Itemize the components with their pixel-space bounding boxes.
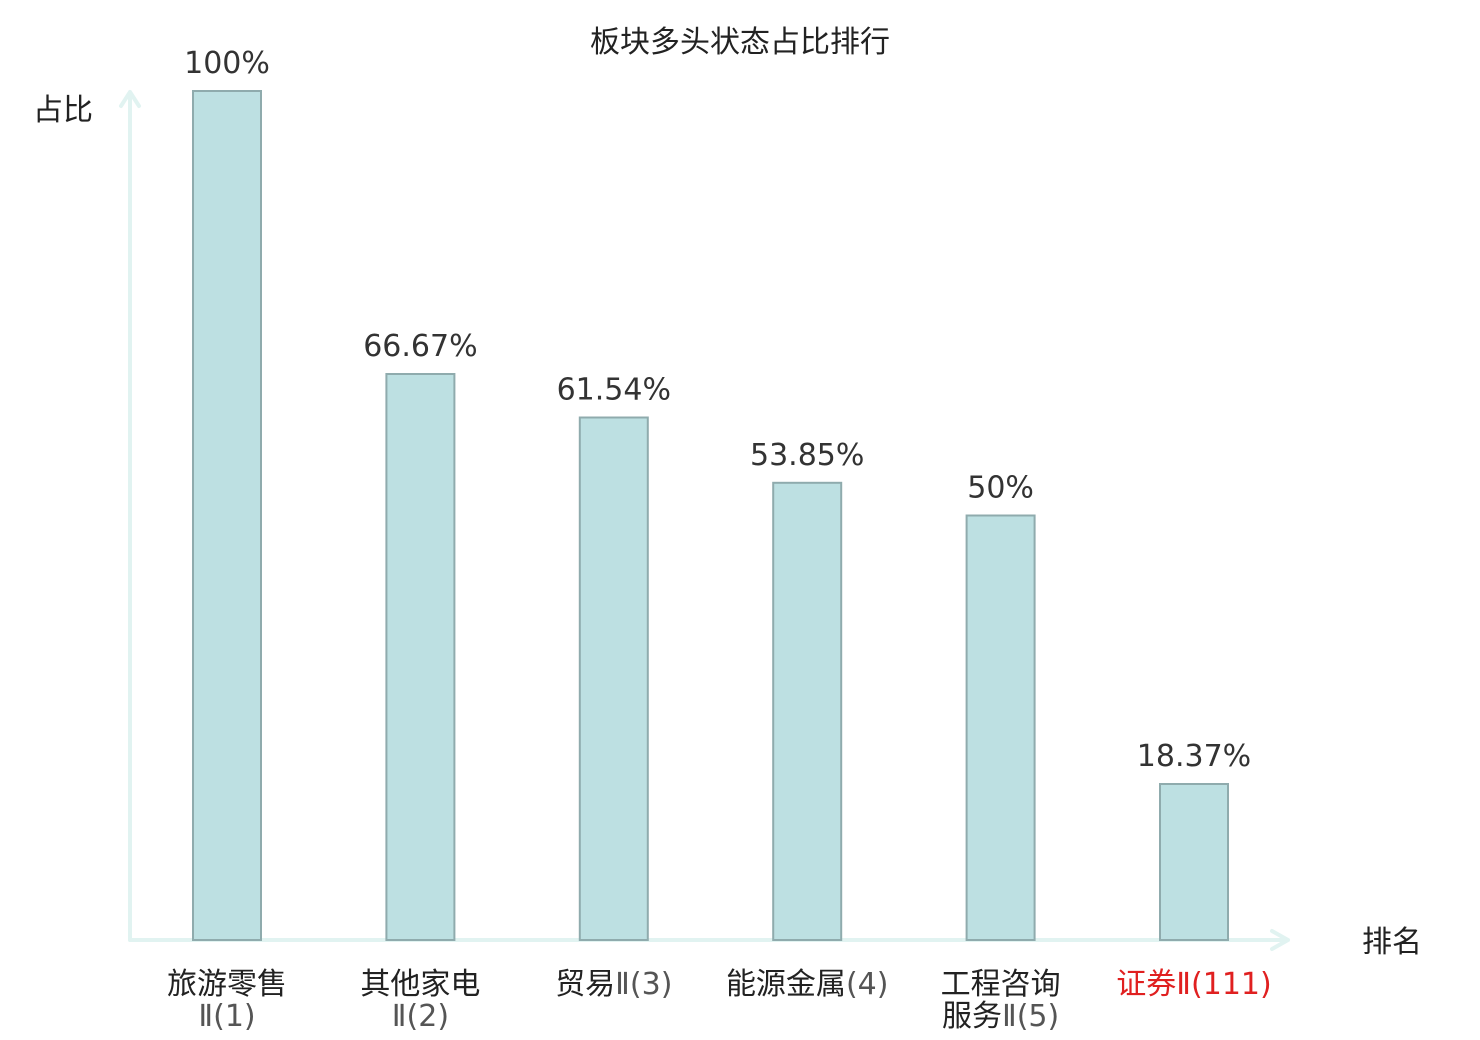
category-rank: Ⅱ(1) — [198, 999, 255, 1034]
category-name: 工程咨询 — [941, 967, 1061, 1002]
bar — [192, 90, 262, 941]
value-label: 50% — [967, 471, 1034, 506]
category-name: 旅游零售 — [167, 967, 287, 1002]
value-label: 53.85% — [750, 438, 864, 473]
x-axis-title: 排名 — [1362, 925, 1422, 960]
y-axis — [119, 90, 141, 942]
category-rank: Ⅱ(3) — [615, 967, 672, 1002]
bar — [385, 373, 456, 941]
x-axis — [128, 929, 1290, 951]
category-rank: Ⅱ(2) — [392, 999, 449, 1034]
y-axis-title: 占比 — [33, 93, 93, 128]
category-label: 贸易Ⅱ(3) — [555, 967, 672, 1002]
category-name: 证券 — [1116, 967, 1176, 1002]
category-label: 能源金属(4) — [726, 967, 889, 1002]
chart-title: 板块多头状态占比排行 — [590, 25, 890, 60]
category-rank: (4) — [846, 967, 889, 1002]
category-label: 证券Ⅱ(111) — [1116, 967, 1271, 1002]
bar — [1159, 783, 1229, 941]
value-label: 100% — [184, 46, 270, 81]
value-label: 66.67% — [363, 329, 477, 364]
category-name: 其他家电 — [360, 967, 480, 1002]
category-name-line2: 服务 — [942, 999, 1002, 1034]
value-labels-group: 100% 66.67% 61.54% 53.85% 50% 18.37% — [184, 46, 1251, 774]
category-name: 能源金属 — [726, 967, 846, 1002]
bars-group — [192, 90, 1229, 941]
bar — [772, 481, 843, 941]
category-rank: Ⅱ(5) — [1002, 999, 1059, 1034]
bar — [578, 416, 649, 941]
bar — [965, 514, 1036, 941]
value-label: 18.37% — [1137, 739, 1251, 774]
category-rank: Ⅱ(111) — [1176, 967, 1271, 1002]
category-label-line2: 服务Ⅱ(5) — [942, 999, 1059, 1034]
value-label: 61.54% — [557, 373, 671, 408]
category-name: 贸易 — [555, 967, 615, 1002]
